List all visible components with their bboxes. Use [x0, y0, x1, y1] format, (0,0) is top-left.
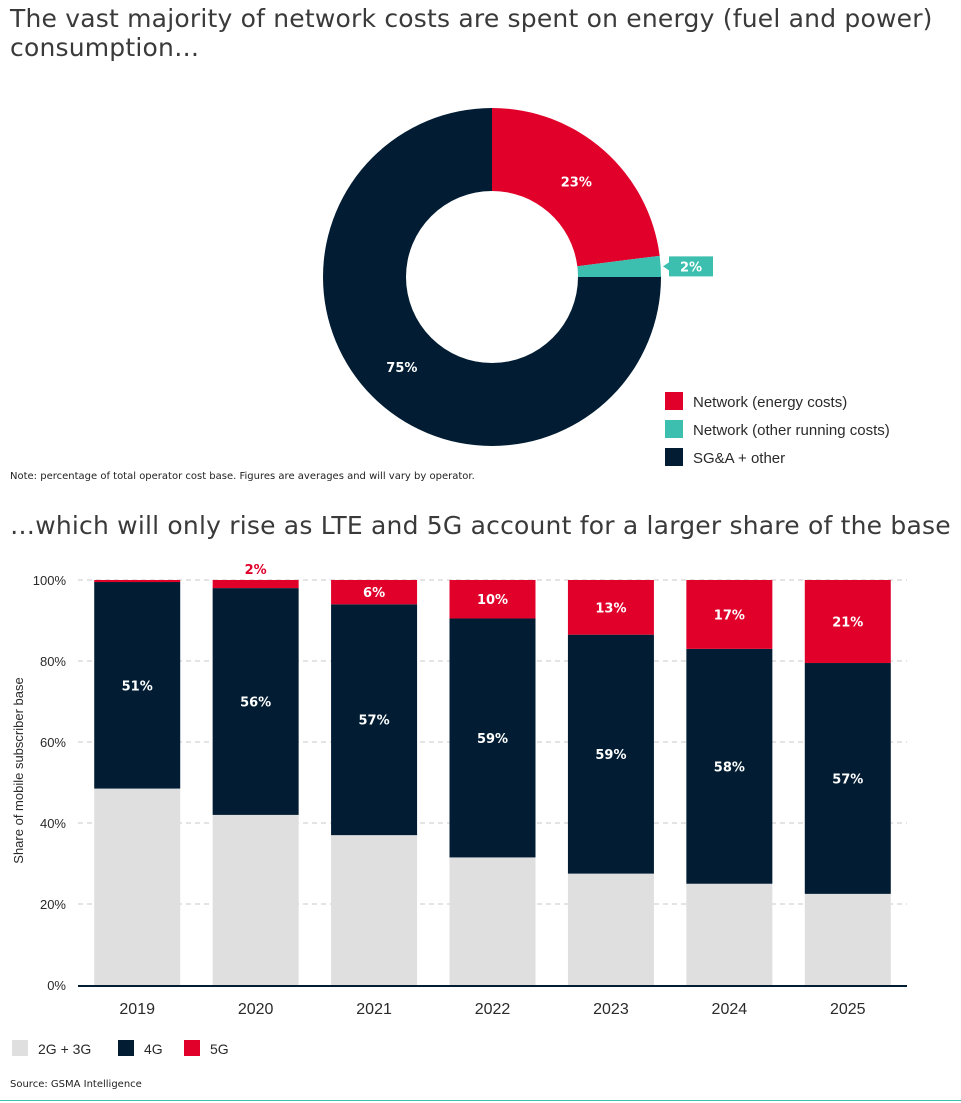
bar-segment: [331, 580, 418, 605]
stacked-bar-chart: 0% 20% 40% 60% 80% 100% Share of mobile subscr…: [11, 563, 907, 1018]
bar-segment: [449, 857, 536, 985]
bar-value-label: 6%: [363, 586, 385, 601]
bar-segment: [212, 814, 299, 985]
source-text: Source: GSMA Intelligence: [10, 1079, 142, 1090]
bar-value-label: 57%: [359, 714, 390, 729]
bar-value-label: 57%: [832, 772, 863, 787]
donut-slice: [492, 108, 660, 267]
bar-segment: [686, 580, 773, 649]
bar-chart-title: …which will only rise as LTE and 5G acco…: [10, 511, 951, 540]
bar-segment: [212, 580, 299, 589]
legend-label: SG&A + other: [693, 450, 785, 467]
donut-chart: 23% 2% 75%: [323, 108, 713, 446]
donut-slice: [577, 255, 661, 277]
bar-value-label: 59%: [477, 732, 508, 747]
donut-callout-pointer: [663, 262, 669, 271]
legend-label: Network (other running costs): [693, 422, 890, 439]
bar-segment: [94, 582, 181, 789]
bar-segment: [567, 634, 654, 874]
y-tick-label: 0%: [47, 978, 66, 993]
y-tick-label: 20%: [40, 897, 66, 912]
donut-callout-box: [669, 256, 713, 277]
bar-value-label: 2%: [245, 563, 267, 578]
donut-slice: [323, 108, 661, 446]
x-tick-label: 2020: [238, 1001, 274, 1018]
legend-swatch: [118, 1040, 134, 1056]
legend-swatch: [665, 448, 683, 466]
bar-segment: [686, 883, 773, 985]
legend-swatch: [184, 1040, 200, 1056]
bar-segment: [567, 580, 654, 635]
y-axis-label: Share of mobile subscriber base: [11, 677, 26, 863]
donut-legend: Network (energy costs) Network (other run…: [665, 392, 890, 467]
bar-segment: [331, 835, 418, 985]
bottom-divider: [0, 1100, 961, 1101]
donut-chart-title: The vast majority of network costs are s…: [10, 4, 933, 62]
bar-segment: [449, 618, 536, 858]
bar-segment: [212, 588, 299, 815]
bar-value-label: 10%: [477, 593, 508, 608]
x-tick-label: 2022: [475, 1001, 511, 1018]
donut-value-label: 2%: [680, 260, 702, 275]
bar-value-label: 56%: [240, 696, 271, 711]
note-text: Note: percentage of total operator cost …: [10, 471, 475, 482]
donut-value-label: 75%: [386, 361, 417, 376]
bar-value-label: 17%: [714, 608, 745, 623]
x-tick-label: 2023: [593, 1001, 629, 1018]
bar-segment: [804, 580, 891, 664]
bar-segment: [686, 648, 773, 884]
bar-value-label: 13%: [595, 601, 626, 616]
legend-label: 5G: [210, 1041, 229, 1057]
bar-segment: [804, 893, 891, 985]
y-tick-label: 60%: [40, 735, 66, 750]
bar-value-label: 21%: [832, 616, 863, 631]
bar-legend: 2G + 3G 4G 5G: [12, 1040, 229, 1057]
y-tick-label: 100%: [33, 573, 67, 588]
legend-label: Network (energy costs): [693, 394, 847, 411]
bar-segment: [804, 663, 891, 894]
bar-value-label: 51%: [122, 679, 153, 694]
bar-segment: [94, 580, 181, 583]
bar-segment: [449, 580, 536, 619]
y-tick-label: 80%: [40, 654, 66, 669]
legend-swatch: [665, 392, 683, 410]
donut-value-label: 23%: [561, 175, 592, 190]
bar-value-label: 58%: [714, 760, 745, 775]
x-tick-label: 2021: [356, 1001, 392, 1018]
legend-label: 2G + 3G: [38, 1041, 91, 1057]
bar-segment: [331, 604, 418, 836]
legend-swatch: [665, 420, 683, 438]
x-tick-label: 2024: [712, 1001, 748, 1018]
legend-label: 4G: [144, 1041, 163, 1057]
y-tick-label: 40%: [40, 816, 66, 831]
x-tick-label: 2025: [830, 1001, 866, 1018]
legend-swatch: [12, 1040, 28, 1056]
bar-value-label: 59%: [595, 748, 626, 763]
bar-segment: [567, 873, 654, 985]
x-tick-label: 2019: [119, 1001, 155, 1018]
bar-segment: [94, 788, 181, 985]
